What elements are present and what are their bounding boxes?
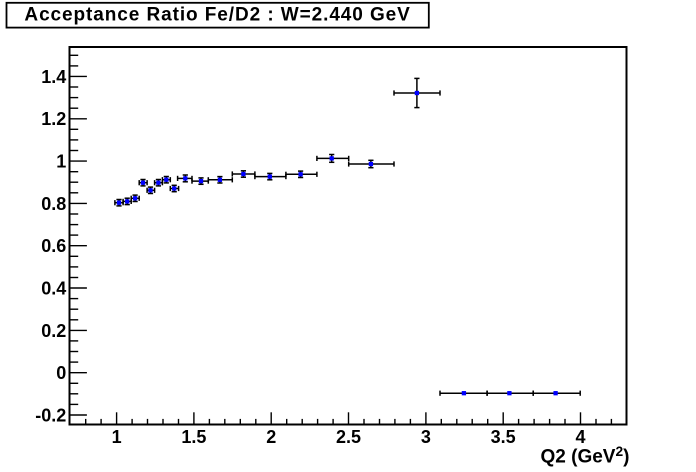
- svg-text:Q2 (GeV2): Q2 (GeV2): [541, 444, 630, 467]
- svg-text:0.6: 0.6: [41, 236, 66, 256]
- svg-text:-0.2: -0.2: [35, 405, 66, 425]
- svg-text:Acceptance Ratio Fe/D2 : W=2.4: Acceptance Ratio Fe/D2 : W=2.440 GeV: [24, 5, 410, 26]
- svg-text:0.2: 0.2: [41, 321, 66, 341]
- svg-text:1: 1: [56, 152, 66, 172]
- svg-text:1.2: 1.2: [41, 109, 66, 129]
- svg-text:2.5: 2.5: [336, 427, 361, 447]
- svg-text:3: 3: [421, 427, 431, 447]
- svg-text:3.5: 3.5: [491, 427, 516, 447]
- svg-text:1.4: 1.4: [41, 67, 66, 87]
- svg-text:0.4: 0.4: [41, 278, 66, 298]
- svg-text:1: 1: [112, 427, 122, 447]
- svg-text:1.5: 1.5: [181, 427, 206, 447]
- svg-text:2: 2: [266, 427, 276, 447]
- svg-text:0: 0: [56, 363, 66, 383]
- svg-text:4: 4: [575, 427, 585, 447]
- svg-text:0.8: 0.8: [41, 194, 66, 214]
